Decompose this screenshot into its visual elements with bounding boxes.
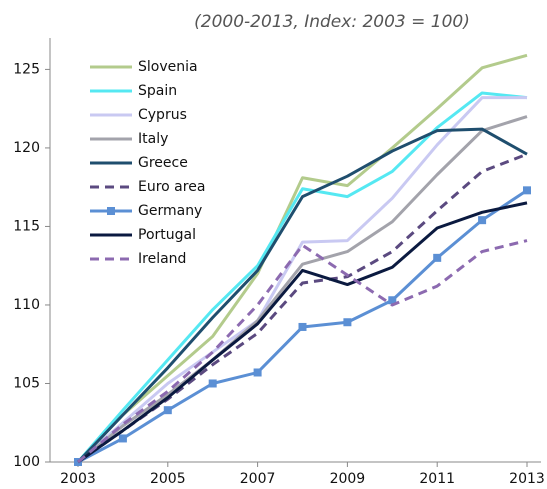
point-marker — [523, 186, 531, 195]
x-tick-label: 2009 — [330, 471, 366, 487]
series-line — [76, 53, 528, 464]
y-tick-label: 110 — [13, 297, 40, 313]
point-marker — [253, 368, 262, 377]
legend-label: Greece — [138, 155, 188, 171]
point-marker — [208, 379, 217, 388]
series-line — [77, 201, 528, 464]
y-tick-label: 115 — [13, 218, 40, 234]
x-tick-label: 2011 — [419, 471, 455, 487]
y-tick-label: 120 — [13, 140, 40, 156]
legend-label: Italy — [138, 131, 168, 147]
legend-label: Ireland — [138, 251, 186, 267]
legend-marker — [107, 207, 115, 215]
point-marker — [118, 434, 127, 443]
point-marker — [163, 406, 172, 415]
legend-label: Euro area — [138, 179, 205, 195]
x-tick-label: 2005 — [150, 471, 186, 487]
series-line — [77, 239, 528, 464]
point-marker — [343, 318, 352, 327]
legend-label: Slovenia — [138, 59, 198, 75]
legend-label: Spain — [138, 83, 177, 99]
legend-label: Cyprus — [138, 107, 187, 123]
series-line — [76, 91, 528, 463]
point-marker — [433, 253, 442, 262]
y-tick-label: 125 — [13, 61, 40, 77]
point-marker — [478, 216, 487, 225]
chart-subtitle: (2000-2013, Index: 2003 = 100) — [194, 12, 470, 32]
x-tick-label: 2007 — [240, 471, 276, 487]
x-tick-label: 2013 — [509, 471, 545, 487]
point-marker — [388, 296, 397, 305]
legend-label: Germany — [138, 203, 202, 219]
y-tick-label: 105 — [13, 375, 40, 391]
series-line — [76, 127, 528, 464]
series-line — [77, 115, 528, 464]
point-marker — [298, 322, 307, 331]
y-tick-label: 100 — [13, 454, 40, 470]
x-tick-label: 2003 — [60, 471, 96, 487]
legend-label: Portugal — [138, 227, 196, 243]
